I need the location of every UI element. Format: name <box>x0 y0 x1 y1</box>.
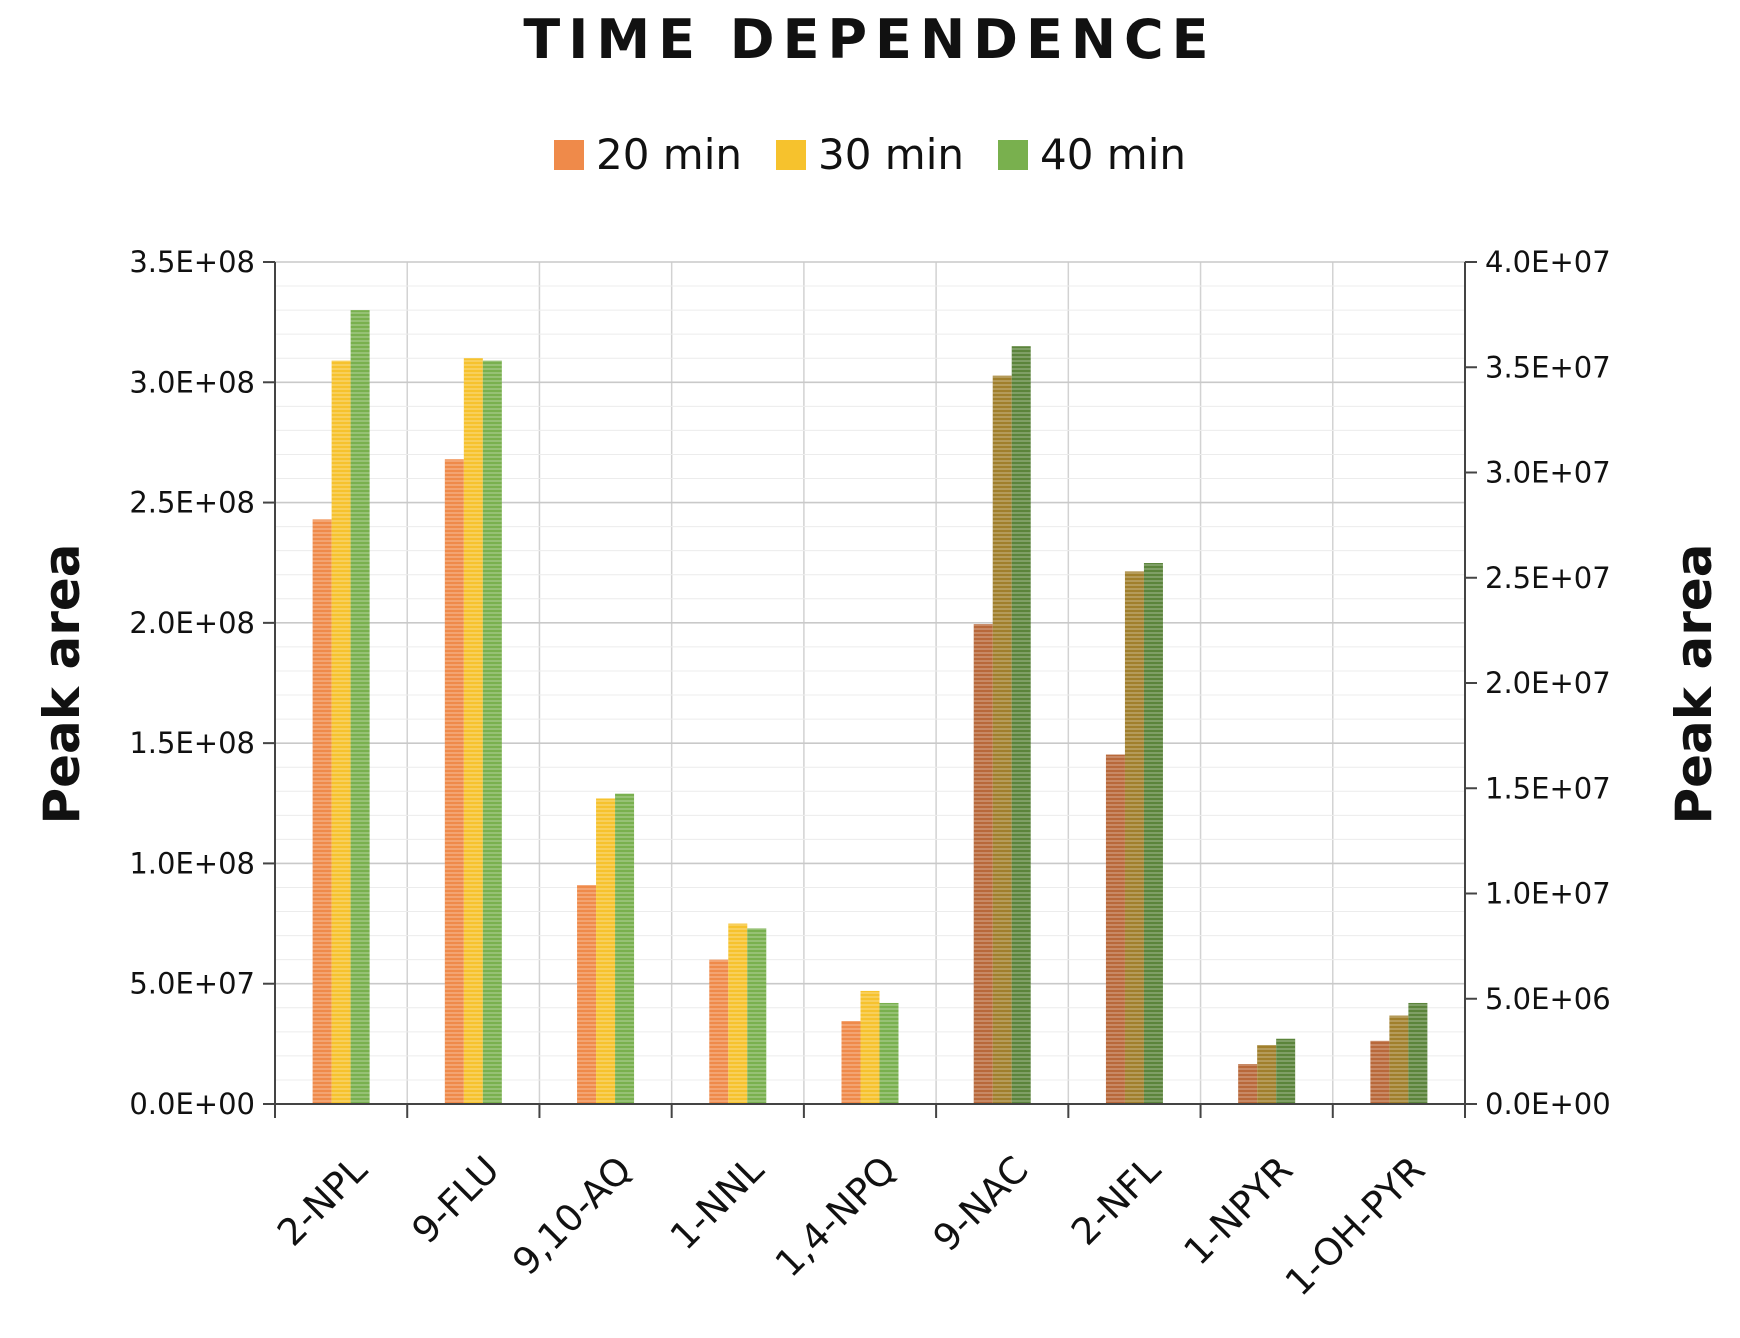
y-left-tick-label: 3.0E+08 <box>129 365 255 399</box>
bar-texture-1-OH-PYR-30 min <box>1389 1015 1409 1104</box>
bar-texture-9,10-AQ-20 min <box>577 885 597 1104</box>
bar-texture-2-NFL-30 min <box>1124 571 1144 1104</box>
bar-texture-1-OH-PYR-20 min <box>1370 1040 1390 1104</box>
bar-texture-1,4-NPQ-20 min <box>841 1021 861 1104</box>
x-category-label: 9,10-AQ <box>504 1148 640 1284</box>
bar-texture-2-NPL-30 min <box>331 360 351 1104</box>
y-right-tick-label: 5.0E+06 <box>1485 982 1611 1016</box>
bar-texture-9,10-AQ-40 min <box>615 793 635 1104</box>
x-category-label: 9-FLU <box>404 1148 508 1252</box>
x-category-label: 1-OH-PYR <box>1277 1148 1433 1304</box>
y-right-tick-label: 3.0E+07 <box>1485 456 1611 490</box>
y-left-tick-label: 2.5E+08 <box>129 486 255 520</box>
y-right-tick-label: 2.5E+07 <box>1485 561 1611 595</box>
bar-texture-2-NPL-20 min <box>312 519 332 1104</box>
y-left-tick-label: 5.0E+07 <box>129 967 255 1001</box>
bar-texture-1-NNL-40 min <box>747 928 767 1104</box>
x-category-label: 1-NNL <box>662 1148 772 1258</box>
chart-title: TIME DEPENDENCE <box>523 8 1217 71</box>
y-right-tick-label: 1.0E+07 <box>1485 877 1611 911</box>
legend-swatch-40min <box>998 139 1028 170</box>
y-left-tick-label: 1.0E+08 <box>129 846 255 880</box>
legend-label-40min: 40 min <box>1040 130 1186 179</box>
x-category-label: 1-NPYR <box>1176 1148 1301 1273</box>
bar-texture-1-OH-PYR-40 min <box>1408 1002 1428 1104</box>
bar-texture-1-NNL-20 min <box>709 959 729 1104</box>
y-right-tick-label: 0.0E+00 <box>1485 1087 1611 1121</box>
bar-texture-9,10-AQ-30 min <box>596 798 616 1104</box>
y-left-tick-label: 2.0E+08 <box>129 606 255 640</box>
legend-entry-30min: 30 min <box>776 130 964 179</box>
x-category-label: 2-NPL <box>269 1148 376 1255</box>
x-category-label: 2-NFL <box>1063 1148 1169 1254</box>
bar-texture-1,4-NPQ-30 min <box>860 990 880 1104</box>
x-category-label: 9-NAC <box>925 1148 1037 1260</box>
y-right-tick-label: 4.0E+07 <box>1485 245 1611 279</box>
y-left-tick-label: 3.5E+08 <box>129 245 255 279</box>
y-right-tick-label: 2.0E+07 <box>1485 666 1611 700</box>
bar-texture-1-NNL-30 min <box>728 923 748 1104</box>
legend-swatch-30min <box>776 139 806 170</box>
bar-texture-9-FLU-40 min <box>482 360 502 1104</box>
y-left-tick-label: 1.5E+08 <box>129 726 255 760</box>
bar-texture-1-NPYR-20 min <box>1238 1064 1258 1104</box>
y-right-tick-label: 1.5E+07 <box>1485 771 1611 805</box>
bar-texture-2-NPL-40 min <box>350 310 370 1105</box>
y-right-tick-label: 3.5E+07 <box>1485 350 1611 384</box>
bar-texture-9-FLU-30 min <box>463 358 483 1104</box>
y-left-tick-label: 0.0E+00 <box>129 1087 255 1121</box>
legend-swatch-20min <box>554 139 584 170</box>
legend-label-20min: 20 min <box>596 130 742 179</box>
bar-texture-9-NAC-30 min <box>992 375 1012 1104</box>
bar-texture-9-NAC-40 min <box>1011 346 1031 1104</box>
legend: 20 min 30 min 40 min <box>0 130 1740 179</box>
bar-texture-2-NFL-40 min <box>1143 563 1163 1104</box>
legend-label-30min: 30 min <box>818 130 964 179</box>
bar-texture-1,4-NPQ-40 min <box>879 1002 899 1104</box>
legend-entry-20min: 20 min <box>554 130 742 179</box>
bar-texture-1-NPYR-30 min <box>1257 1045 1277 1104</box>
bar-texture-9-NAC-20 min <box>973 624 993 1104</box>
bar-texture-1-NPYR-40 min <box>1276 1038 1296 1104</box>
bar-texture-2-NFL-20 min <box>1105 754 1125 1104</box>
x-category-label: 1,4-NPQ <box>767 1148 904 1285</box>
legend-entry-40min: 40 min <box>998 130 1186 179</box>
bar-texture-9-FLU-20 min <box>444 459 464 1105</box>
